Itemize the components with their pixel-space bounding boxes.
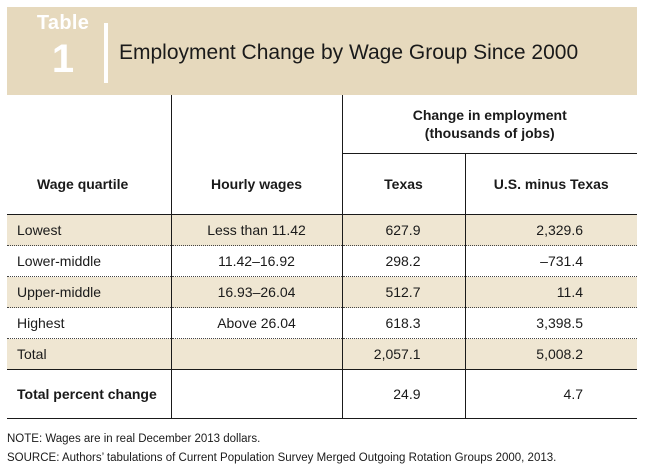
cell-us-minus-texas: 2,329.6 (465, 214, 637, 246)
column-header-row: Wage quartile Hourly wages Texas U.S. mi… (7, 153, 637, 215)
column-header-hourly-wages: Hourly wages (171, 153, 343, 215)
cell-us-minus-texas: 3,398.5 (465, 307, 637, 339)
table-number-badge: Table 1 (25, 7, 101, 95)
cell-hourly-wages: 11.42–16.92 (171, 245, 343, 277)
column-header-texas: Texas (342, 153, 466, 215)
cell-quartile: Lowest (7, 214, 172, 246)
change-header-line2: (thousands of jobs) (424, 125, 555, 141)
column-header-wage-quartile: Wage quartile (7, 153, 172, 215)
group-header-row: Change in employment (thousands of jobs) (7, 95, 637, 154)
column-header-us-minus-texas: U.S. minus Texas (465, 153, 637, 215)
cell-us-minus-texas: 11.4 (465, 276, 637, 308)
table-row: Highest Above 26.04 618.3 3,398.5 (7, 307, 637, 339)
table-header-banner: Table 1 Employment Change by Wage Group … (7, 7, 637, 95)
cell-quartile: Total (7, 338, 172, 370)
table-row-total: Total 2,057.1 5,008.2 (7, 338, 637, 370)
group-header-blank (7, 95, 172, 154)
table-row: Upper-middle 16.93–26.04 512.7 11.4 (7, 276, 637, 308)
change-in-employment-header: Change in employment (thousands of jobs) (342, 95, 637, 154)
cell-percent-label: Total percent change (7, 369, 172, 419)
cell-quartile: Highest (7, 307, 172, 339)
cell-texas: 618.3 (342, 307, 466, 339)
cell-quartile: Lower-middle (7, 245, 172, 277)
cell-hourly-wages (171, 338, 343, 370)
cell-texas: 627.9 (342, 214, 466, 246)
cell-texas: 2,057.1 (342, 338, 466, 370)
table-word: Table (36, 12, 90, 34)
source-line: SOURCE: Authors’ tabulations of Current … (7, 452, 557, 464)
header-divider (104, 23, 108, 83)
group-header-blank (171, 95, 343, 154)
cell-texas-percent: 24.9 (342, 369, 466, 419)
cell-hourly-wages: Less than 11.42 (171, 214, 343, 246)
change-header-line1: Change in employment (412, 107, 567, 123)
cell-blank (171, 369, 343, 419)
table-row-percent-change: Total percent change 24.9 4.7 (7, 369, 637, 419)
table-notes: NOTE: Wages are in real December 2013 do… (7, 430, 556, 468)
table-title: Employment Change by Wage Group Since 20… (119, 41, 579, 64)
cell-hourly-wages: 16.93–26.04 (171, 276, 343, 308)
table-row: Lowest Less than 11.42 627.9 2,329.6 (7, 214, 637, 246)
cell-texas: 512.7 (342, 276, 466, 308)
cell-us-minus-texas: –731.4 (465, 245, 637, 277)
cell-hourly-wages: Above 26.04 (171, 307, 343, 339)
cell-quartile: Upper-middle (7, 276, 172, 308)
note-line: NOTE: Wages are in real December 2013 do… (7, 433, 261, 445)
employment-table: Change in employment (thousands of jobs)… (7, 95, 637, 419)
table-row: Lower-middle 11.42–16.92 298.2 –731.4 (7, 245, 637, 277)
cell-us-minus-texas: 5,008.2 (465, 338, 637, 370)
table-number: 1 (51, 37, 75, 81)
cell-texas: 298.2 (342, 245, 466, 277)
cell-us-minus-texas-percent: 4.7 (465, 369, 637, 419)
